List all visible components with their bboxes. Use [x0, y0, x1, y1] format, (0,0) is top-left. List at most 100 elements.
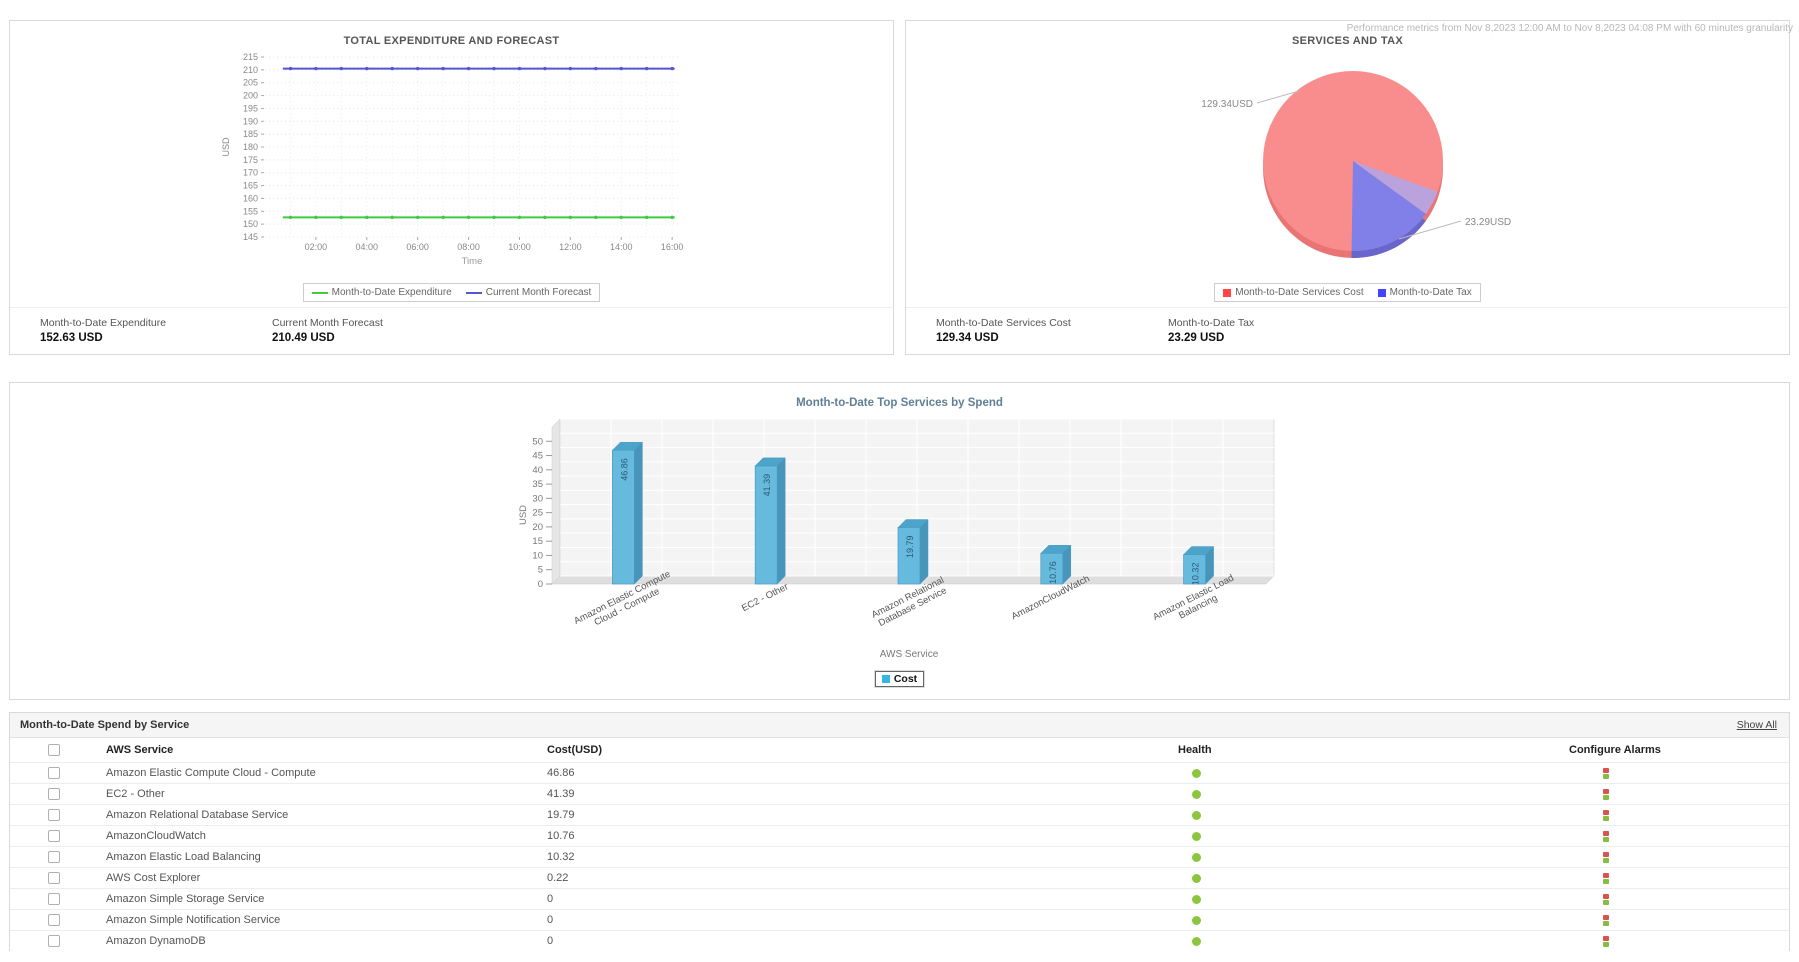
- svg-text:155: 155: [242, 206, 257, 216]
- table-row: AmazonCloudWatch 10.76: [10, 825, 1789, 846]
- svg-text:16:00: 16:00: [660, 242, 683, 252]
- configure-alarm-icon[interactable]: [1603, 788, 1609, 800]
- expenditure-forecast-line-chart: 145 150 155 160 165 170 175 180 185 190 195 200 205 2…: [221, 52, 683, 267]
- health-up-icon: [1192, 852, 1201, 862]
- svg-text:195: 195: [242, 103, 257, 113]
- show-all-link[interactable]: Show All: [1736, 719, 1777, 731]
- svg-text:10.76: 10.76: [1048, 561, 1058, 584]
- legend-square-swatch: [1377, 288, 1386, 297]
- col-configure-alarms: Configure Alarms: [1569, 744, 1661, 756]
- svg-text:40: 40: [532, 465, 543, 476]
- row-checkbox[interactable]: [48, 788, 60, 800]
- stat-value: 210.49 USD: [272, 332, 335, 344]
- configure-alarm-icon[interactable]: [1603, 767, 1609, 779]
- row-checkbox[interactable]: [48, 851, 60, 863]
- configure-alarm-icon[interactable]: [1603, 893, 1609, 905]
- cost-value: 19.79: [547, 809, 575, 821]
- top-charts-row: TOTAL EXPENDITURE AND FORECAST 145 150 155…: [9, 20, 1790, 355]
- legend-label: Current Month Forecast: [485, 287, 592, 298]
- stat-label: Month-to-Date Expenditure: [40, 317, 167, 329]
- svg-text:46.86: 46.86: [619, 458, 629, 481]
- stat-value: 152.63 USD: [40, 332, 103, 344]
- spend-by-service-table: Month-to-Date Spend by Service Show All …: [9, 712, 1790, 951]
- svg-text:23.29USD: 23.29USD: [1465, 217, 1511, 228]
- health-up-icon: [1192, 915, 1201, 925]
- health-up-icon: [1192, 873, 1201, 883]
- legend-item: Month-to-Date Tax: [1377, 287, 1472, 298]
- legend-label: Month-to-Date Tax: [1389, 287, 1472, 298]
- configure-alarm-icon[interactable]: [1603, 851, 1609, 863]
- service-name: Amazon Simple Storage Service: [106, 893, 265, 905]
- configure-alarm-icon[interactable]: [1603, 872, 1609, 884]
- line-chart-legend: Month-to-Date Expenditure Current Month F…: [302, 283, 601, 302]
- svg-text:25: 25: [532, 508, 543, 519]
- svg-text:150: 150: [242, 219, 257, 229]
- svg-text:10.32: 10.32: [1191, 563, 1201, 586]
- row-checkbox[interactable]: [48, 893, 60, 905]
- service-name: AWS Cost Explorer: [106, 872, 201, 884]
- service-name: Amazon Elastic Load Balancing: [106, 851, 261, 863]
- table-row: EC2 - Other 41.39: [10, 783, 1789, 804]
- row-checkbox[interactable]: [48, 935, 60, 947]
- svg-text:165: 165: [242, 181, 257, 191]
- svg-text:04:00: 04:00: [355, 242, 378, 252]
- svg-text:190: 190: [242, 116, 257, 126]
- configure-alarm-icon[interactable]: [1603, 914, 1609, 926]
- svg-text:50: 50: [532, 436, 543, 447]
- row-checkbox[interactable]: [48, 809, 60, 821]
- cost-value: 10.76: [547, 830, 575, 842]
- svg-text:180: 180: [242, 142, 257, 152]
- legend-square-swatch: [1223, 288, 1232, 297]
- health-up-icon: [1192, 894, 1201, 904]
- cost-value: 0: [547, 914, 554, 926]
- service-name: Amazon Relational Database Service: [106, 809, 289, 821]
- svg-text:0: 0: [538, 579, 543, 590]
- table-row: Amazon Elastic Load Balancing 10.32: [10, 846, 1789, 867]
- table-title: Month-to-Date Spend by Service: [20, 719, 190, 731]
- table-row: Amazon Elastic Compute Cloud - Compute 46…: [10, 762, 1789, 783]
- col-health: Health: [1178, 744, 1212, 756]
- row-checkbox[interactable]: [48, 872, 60, 884]
- svg-text:14:00: 14:00: [609, 242, 632, 252]
- table-row: Amazon Simple Storage Service 0: [10, 888, 1789, 909]
- legend-label: Cost: [893, 673, 918, 685]
- svg-text:175: 175: [242, 155, 257, 165]
- table-row: Amazon Relational Database Service 19.79: [10, 804, 1789, 825]
- select-all-checkbox[interactable]: [48, 744, 60, 756]
- svg-text:EC2 - Other: EC2 - Other: [740, 581, 790, 614]
- row-checkbox[interactable]: [48, 830, 60, 842]
- configure-alarm-icon[interactable]: [1603, 830, 1609, 842]
- health-up-icon: [1192, 936, 1201, 946]
- svg-text:USD: USD: [518, 505, 529, 525]
- svg-text:215: 215: [242, 52, 257, 62]
- stat-label: Current Month Forecast: [272, 317, 383, 329]
- svg-text:19.79: 19.79: [905, 536, 915, 559]
- expenditure-chart-title: TOTAL EXPENDITURE AND FORECAST: [343, 35, 560, 47]
- svg-text:USD: USD: [221, 137, 231, 157]
- svg-text:5: 5: [538, 565, 543, 576]
- configure-alarm-icon[interactable]: [1603, 935, 1609, 947]
- pie-chart-legend: Month-to-Date Services Cost Month-to-Date…: [1214, 283, 1481, 302]
- svg-text:185: 185: [242, 129, 257, 139]
- services-tax-pie-chart: 129.34USD 23.29USD: [1201, 71, 1511, 258]
- legend-item: Current Month Forecast: [465, 287, 592, 298]
- svg-text:Time: Time: [461, 256, 482, 267]
- table-row: Amazon Simple Notification Service 0: [10, 909, 1789, 930]
- row-checkbox[interactable]: [48, 767, 60, 779]
- svg-text:145: 145: [242, 232, 257, 242]
- stat-value: 129.34 USD: [936, 332, 999, 344]
- row-checkbox[interactable]: [48, 914, 60, 926]
- service-name: AmazonCloudWatch: [106, 830, 206, 842]
- service-name: EC2 - Other: [106, 788, 165, 800]
- table-header-bar: Month-to-Date Spend by Service Show All: [10, 713, 1789, 738]
- table-body: Amazon Elastic Compute Cloud - Compute 46…: [10, 762, 1789, 951]
- legend-line-swatch: [465, 291, 482, 294]
- svg-text:06:00: 06:00: [406, 242, 429, 252]
- cost-value: 10.32: [547, 851, 575, 863]
- table-column-header-row: AWS Service Cost(USD) Health Configure A…: [10, 738, 1789, 762]
- legend-label: Month-to-Date Expenditure: [331, 287, 452, 298]
- legend-square-swatch: [881, 675, 890, 683]
- legend-item: Month-to-Date Services Cost: [1223, 287, 1364, 298]
- svg-text:160: 160: [242, 193, 257, 203]
- configure-alarm-icon[interactable]: [1603, 809, 1609, 821]
